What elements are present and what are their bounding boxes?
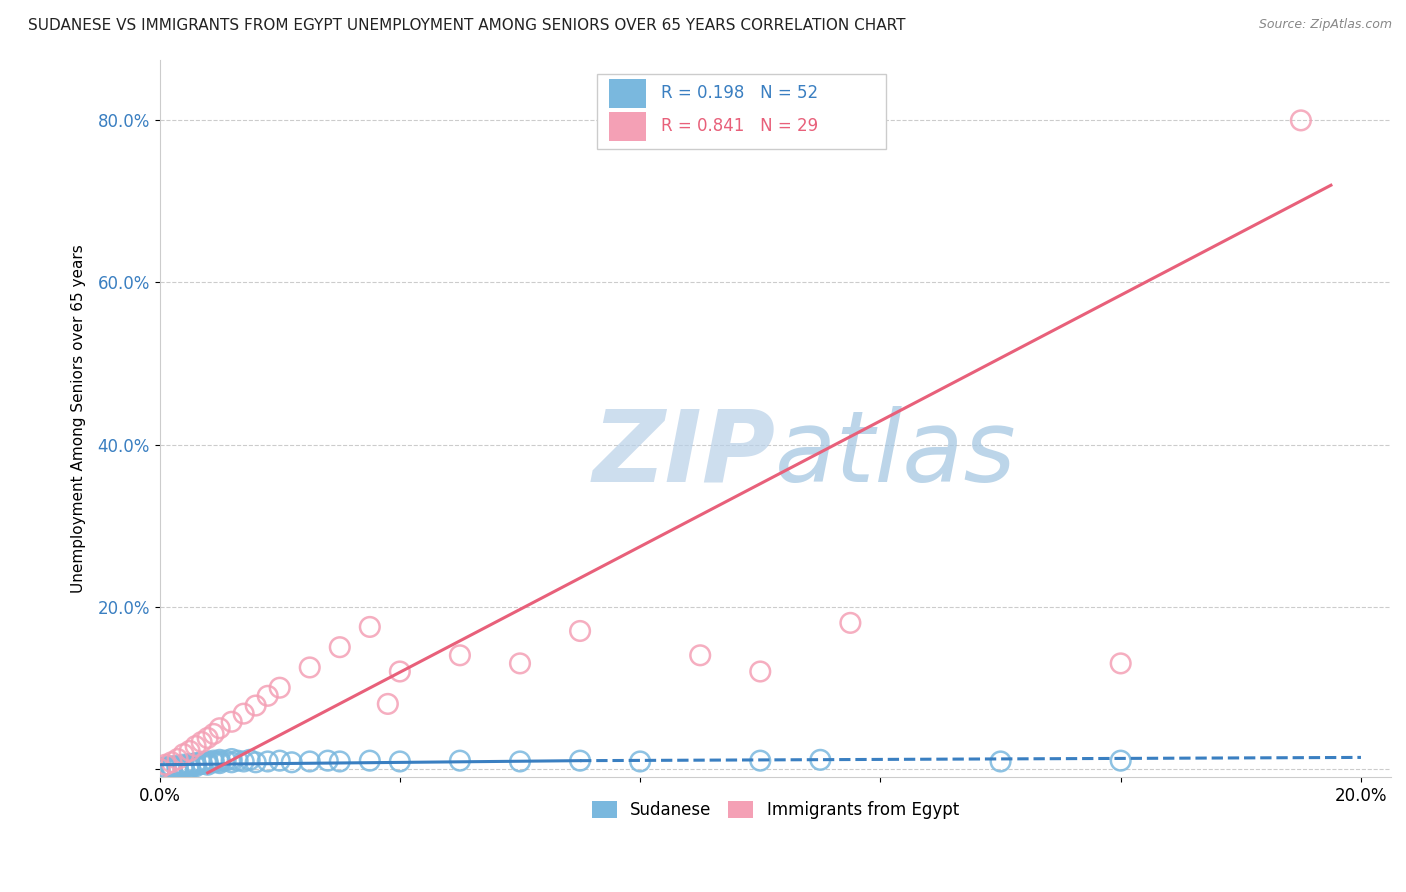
Point — [1109, 754, 1132, 768]
FancyBboxPatch shape — [609, 112, 645, 141]
Point — [155, 762, 177, 776]
Text: Source: ZipAtlas.com: Source: ZipAtlas.com — [1258, 18, 1392, 31]
Point — [190, 756, 212, 770]
Point — [160, 761, 183, 775]
Point — [197, 731, 219, 745]
Point — [197, 756, 219, 770]
Point — [256, 755, 278, 769]
Point — [298, 660, 321, 674]
Point — [179, 756, 201, 771]
Point — [239, 753, 262, 767]
Point — [990, 755, 1012, 769]
Point — [377, 697, 399, 711]
Point — [388, 755, 411, 769]
Point — [214, 754, 236, 768]
Point — [190, 756, 212, 771]
Point — [245, 756, 267, 770]
Point — [184, 756, 207, 770]
Point — [184, 759, 207, 773]
Point — [202, 756, 225, 770]
Legend: Sudanese, Immigrants from Egypt: Sudanese, Immigrants from Egypt — [585, 795, 966, 826]
Text: R = 0.841   N = 29: R = 0.841 N = 29 — [661, 118, 818, 136]
Point — [208, 721, 231, 735]
Point — [280, 756, 302, 770]
Point — [190, 735, 212, 749]
Point — [449, 754, 471, 768]
Point — [232, 706, 254, 721]
Point — [221, 752, 243, 766]
Point — [179, 758, 201, 772]
Point — [173, 761, 195, 775]
Point — [197, 755, 219, 769]
Point — [232, 755, 254, 769]
Text: SUDANESE VS IMMIGRANTS FROM EGYPT UNEMPLOYMENT AMONG SENIORS OVER 65 YEARS CORRE: SUDANESE VS IMMIGRANTS FROM EGYPT UNEMPL… — [28, 18, 905, 33]
Point — [160, 762, 183, 776]
Point — [569, 754, 592, 768]
Point — [197, 757, 219, 772]
Point — [1289, 113, 1312, 128]
Point — [166, 752, 188, 766]
Point — [173, 747, 195, 761]
Point — [155, 757, 177, 772]
Point — [202, 727, 225, 741]
Point — [179, 744, 201, 758]
Point — [208, 756, 231, 770]
Point — [179, 760, 201, 774]
Point — [155, 760, 177, 774]
Point — [166, 758, 188, 772]
FancyBboxPatch shape — [609, 79, 645, 108]
Point — [221, 756, 243, 770]
Point — [509, 657, 531, 671]
Point — [226, 754, 249, 768]
Point — [359, 620, 381, 634]
Point — [173, 759, 195, 773]
Point — [256, 689, 278, 703]
Point — [148, 762, 170, 776]
Point — [208, 755, 231, 769]
Point — [166, 760, 188, 774]
Point — [166, 762, 188, 776]
Point — [329, 640, 352, 655]
Point — [179, 762, 201, 776]
Point — [628, 755, 651, 769]
Point — [173, 757, 195, 772]
Y-axis label: Unemployment Among Seniors over 65 years: Unemployment Among Seniors over 65 years — [72, 244, 86, 592]
Point — [148, 762, 170, 776]
Point — [202, 754, 225, 768]
Point — [569, 624, 592, 638]
FancyBboxPatch shape — [596, 74, 886, 149]
Point — [184, 757, 207, 772]
Point — [509, 755, 531, 769]
Point — [808, 753, 831, 767]
Point — [221, 714, 243, 729]
Text: R = 0.198   N = 52: R = 0.198 N = 52 — [661, 85, 818, 103]
Point — [245, 698, 267, 713]
Point — [329, 755, 352, 769]
Text: atlas: atlas — [775, 406, 1017, 502]
Point — [160, 756, 183, 770]
Point — [749, 754, 772, 768]
Point — [749, 665, 772, 679]
Point — [689, 648, 711, 663]
Point — [298, 755, 321, 769]
Point — [269, 681, 291, 695]
Point — [1109, 657, 1132, 671]
Text: ZIP: ZIP — [592, 406, 775, 502]
Point — [839, 615, 862, 630]
Point — [269, 754, 291, 768]
Point — [184, 739, 207, 753]
Point — [449, 648, 471, 663]
Point — [388, 665, 411, 679]
Point — [359, 754, 381, 768]
Point — [160, 759, 183, 773]
Point — [208, 753, 231, 767]
Point — [316, 754, 339, 768]
